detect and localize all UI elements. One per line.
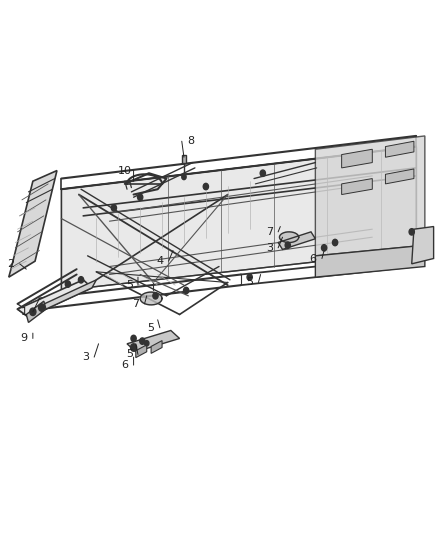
Polygon shape [412,227,434,264]
Polygon shape [278,232,315,249]
Text: 5: 5 [148,323,155,333]
Text: 3: 3 [266,243,273,253]
Polygon shape [182,155,186,163]
Circle shape [332,239,338,246]
Polygon shape [9,171,57,277]
Circle shape [203,183,208,190]
Polygon shape [28,280,96,317]
Text: 6: 6 [310,254,317,263]
Polygon shape [385,169,414,184]
Circle shape [131,335,136,342]
Text: 5: 5 [126,350,133,359]
Text: 3: 3 [82,352,89,362]
Polygon shape [342,149,372,168]
Circle shape [247,274,252,280]
Text: 5: 5 [246,278,253,287]
Circle shape [153,293,158,299]
Text: 8: 8 [187,136,194,146]
Text: 1: 1 [21,307,28,317]
Polygon shape [18,280,92,317]
Circle shape [138,194,143,200]
Polygon shape [136,345,147,358]
Text: 6: 6 [121,360,128,370]
Text: 7: 7 [132,299,139,309]
Polygon shape [342,179,372,195]
Text: 5: 5 [126,280,133,290]
Circle shape [182,174,186,180]
Circle shape [30,308,36,316]
Circle shape [145,341,149,346]
Circle shape [65,281,71,287]
Circle shape [39,304,45,311]
Text: 9: 9 [21,334,28,343]
Circle shape [78,277,84,283]
Circle shape [140,338,145,344]
Circle shape [131,344,137,351]
Circle shape [260,170,265,176]
Polygon shape [385,141,414,157]
Circle shape [321,245,327,251]
Circle shape [285,242,290,248]
Text: 2: 2 [7,259,14,269]
Polygon shape [61,147,416,290]
Text: 7: 7 [266,227,273,237]
Polygon shape [26,301,46,322]
Polygon shape [279,232,299,243]
Polygon shape [140,292,162,305]
Polygon shape [151,341,162,353]
Polygon shape [315,245,425,277]
Circle shape [111,205,117,211]
Text: 4: 4 [156,256,163,266]
Circle shape [409,229,414,235]
Polygon shape [127,330,180,352]
Circle shape [184,287,189,294]
Text: 10: 10 [118,166,132,175]
Polygon shape [315,136,425,256]
